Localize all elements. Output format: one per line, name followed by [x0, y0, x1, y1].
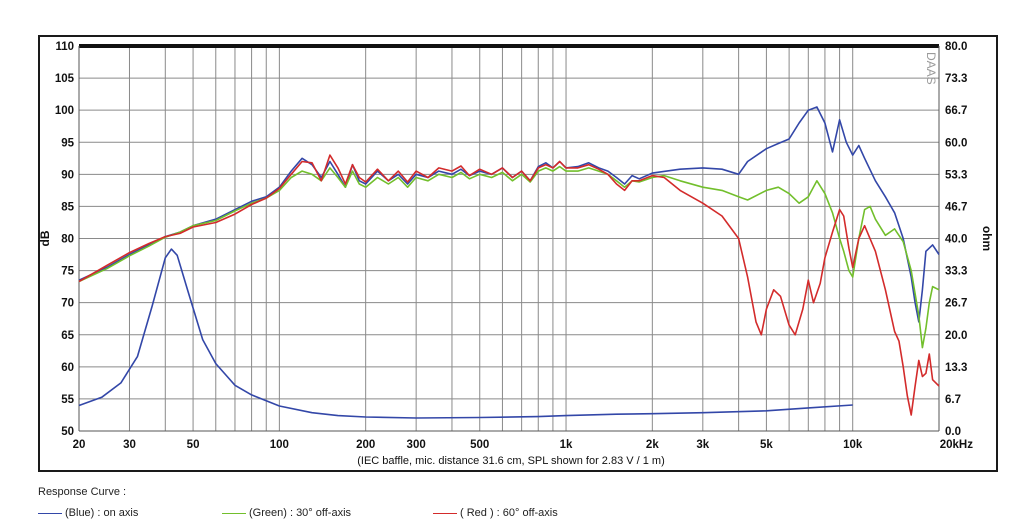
x-tick-label: 1k: [560, 439, 573, 451]
y-right-tick-label: 0.0: [945, 426, 961, 438]
y-left-tick-label: 85: [61, 201, 74, 213]
x-tick-label: 2k: [646, 439, 659, 451]
y-right-tick-label: 46.7: [945, 201, 967, 213]
y-left-axis-title: dB: [38, 230, 52, 246]
chart-caption: (IEC baffle, mic. distance 31.6 cm, SPL …: [357, 455, 665, 467]
y-right-tick-label: 53.3: [945, 169, 967, 181]
y-right-tick-label: 60.0: [945, 137, 967, 149]
series-line-green-30deg: [78, 165, 940, 349]
x-tick-label: 20: [73, 439, 86, 451]
x-tick-label: 300: [407, 439, 426, 451]
y-right-tick-label: 80.0: [945, 41, 967, 53]
x-tick-label: 3k: [696, 439, 709, 451]
x-tick-label: 500: [470, 439, 489, 451]
y-right-tick-label: 40.0: [945, 234, 967, 246]
legend-swatch-red: [433, 512, 457, 514]
y-left-tick-label: 50: [61, 426, 74, 438]
y-left-tick-label: 95: [61, 137, 74, 149]
legend-item-red: ( Red ) : 60° off-axis: [433, 507, 558, 519]
x-tick-label: 20kHz: [940, 439, 973, 451]
y-right-tick-label: 33.3: [945, 266, 967, 278]
y-right-tick-label: 13.3: [945, 362, 967, 374]
series-line-red-60deg: [78, 154, 940, 416]
y-left-tick-label: 60: [61, 362, 74, 374]
y-left-tick-label: 110: [55, 41, 74, 53]
y-right-tick-label: 73.3: [945, 73, 967, 85]
y-right-tick-label: 66.7: [945, 105, 967, 117]
y-right-tick-label: 6.7: [945, 394, 961, 406]
x-tick-label: 100: [270, 439, 289, 451]
x-tick-label: 10k: [843, 439, 863, 451]
legend-item-blue: (Blue) : on axis: [38, 507, 138, 519]
y-left-tick-label: 55: [61, 394, 74, 406]
y-left-tick-label: 70: [61, 298, 74, 310]
y-left-tick-label: 80: [61, 234, 74, 246]
y-left-tick-label: 90: [61, 169, 74, 181]
x-tick-label: 5k: [760, 439, 773, 451]
legend-label-blue: (Blue) : on axis: [65, 507, 139, 519]
x-tick-label: 50: [187, 439, 200, 451]
y-right-tick-label: 20.0: [945, 330, 967, 342]
legend-label-red: ( Red ) : 60° off-axis: [460, 507, 558, 519]
x-tick-label: 30: [123, 439, 136, 451]
legend-title: Response Curve :: [38, 486, 127, 498]
watermark-text: DAAS: [924, 52, 938, 85]
x-tick-label: 200: [356, 439, 375, 451]
y-left-tick-label: 75: [61, 266, 74, 278]
y-left-tick-label: 105: [55, 73, 75, 85]
legend-item-green: (Green) : 30° off-axis: [222, 507, 351, 519]
y-left-tick-label: 100: [55, 105, 74, 117]
legend-label-green: (Green) : 30° off-axis: [249, 507, 352, 519]
series-line-impedance: [78, 248, 853, 419]
legend-swatch-blue: [38, 512, 62, 514]
y-right-tick-label: 26.7: [945, 298, 967, 310]
frequency-response-chart: DAAS 110 105 100 95 90 85 80 75 70 65 60 55 50 80.0 73.…: [38, 41, 994, 467]
y-right-axis-title: ohm: [980, 226, 994, 251]
y-left-tick-label: 65: [61, 330, 74, 342]
legend-swatch-green: [222, 512, 246, 514]
